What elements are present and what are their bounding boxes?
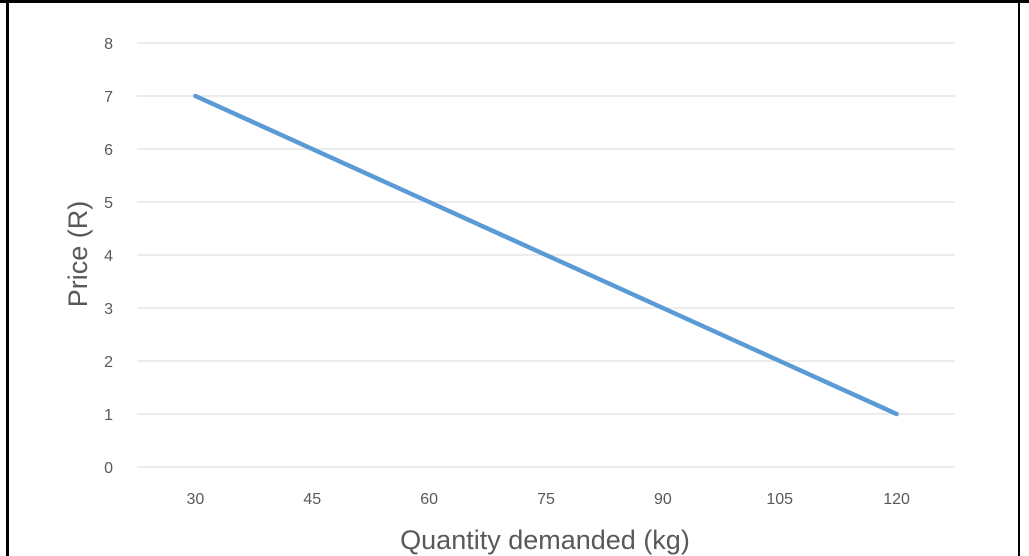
y-tick-label: 7 [104,89,113,106]
y-axis-tick-labels: 0 1 2 3 4 5 6 7 8 [104,36,113,477]
x-tick-label: 90 [654,491,672,508]
y-tick-label: 1 [104,407,113,424]
data-point [193,94,198,98]
y-tick-label: 2 [104,354,113,371]
x-axis-tick-labels: 30 45 60 75 90 105 120 [187,491,910,508]
data-point [544,253,548,257]
y-tick-label: 4 [104,248,113,265]
data-point [894,412,899,416]
x-tick-label: 120 [883,491,910,508]
x-tick-label: 60 [420,491,438,508]
x-tick-label: 75 [537,491,555,508]
y-tick-label: 8 [104,36,113,53]
data-point [427,200,432,204]
y-tick-label: 3 [104,301,113,318]
gridlines [137,42,955,468]
y-tick-label: 0 [104,460,113,477]
y-tick-label: 5 [104,195,113,212]
series-layer [193,93,899,417]
x-tick-label: 30 [187,491,205,508]
y-tick-label: 6 [104,142,113,159]
x-axis-title: Quantity demanded (kg) [400,525,690,555]
x-tick-label: 45 [303,491,321,508]
data-point [310,147,315,151]
data-point [660,306,665,310]
data-point [777,359,782,363]
y-axis-title: Price (R) [63,201,93,308]
x-tick-label: 105 [766,491,793,508]
